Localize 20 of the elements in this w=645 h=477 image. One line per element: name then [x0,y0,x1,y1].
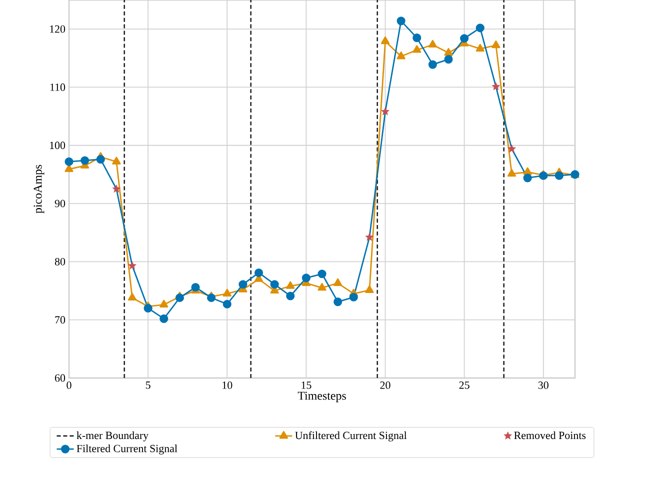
x-tick-label: 5 [146,382,150,389]
legend-label: Unfiltered Current Signal [295,431,407,442]
y-axis-title: picoAmps [34,164,44,214]
legend-label: k-mer Boundary [76,431,149,442]
legend-label: Removed Points [514,431,586,440]
y-tick-label: 70 [55,316,66,324]
y-tick-label: 120 [50,25,66,33]
x-tick-label: 30 [538,382,548,389]
x-tick-label: 0 [66,382,72,389]
y-tick-label: 80 [54,258,66,266]
x-tick-label: 25 [459,382,470,389]
y-tick-label: 110 [50,84,66,91]
x-tick-label: 10 [222,382,232,389]
x-tick-label: 20 [380,382,390,389]
x-tick-label: 15 [302,382,312,389]
y-tick-label: 60 [55,374,66,382]
y-tick-label: 90 [54,200,66,208]
y-tick-label: 100 [50,142,66,150]
x-axis-title: Timesteps [298,392,346,402]
legend-label: Filtered Current Signal [76,444,178,454]
